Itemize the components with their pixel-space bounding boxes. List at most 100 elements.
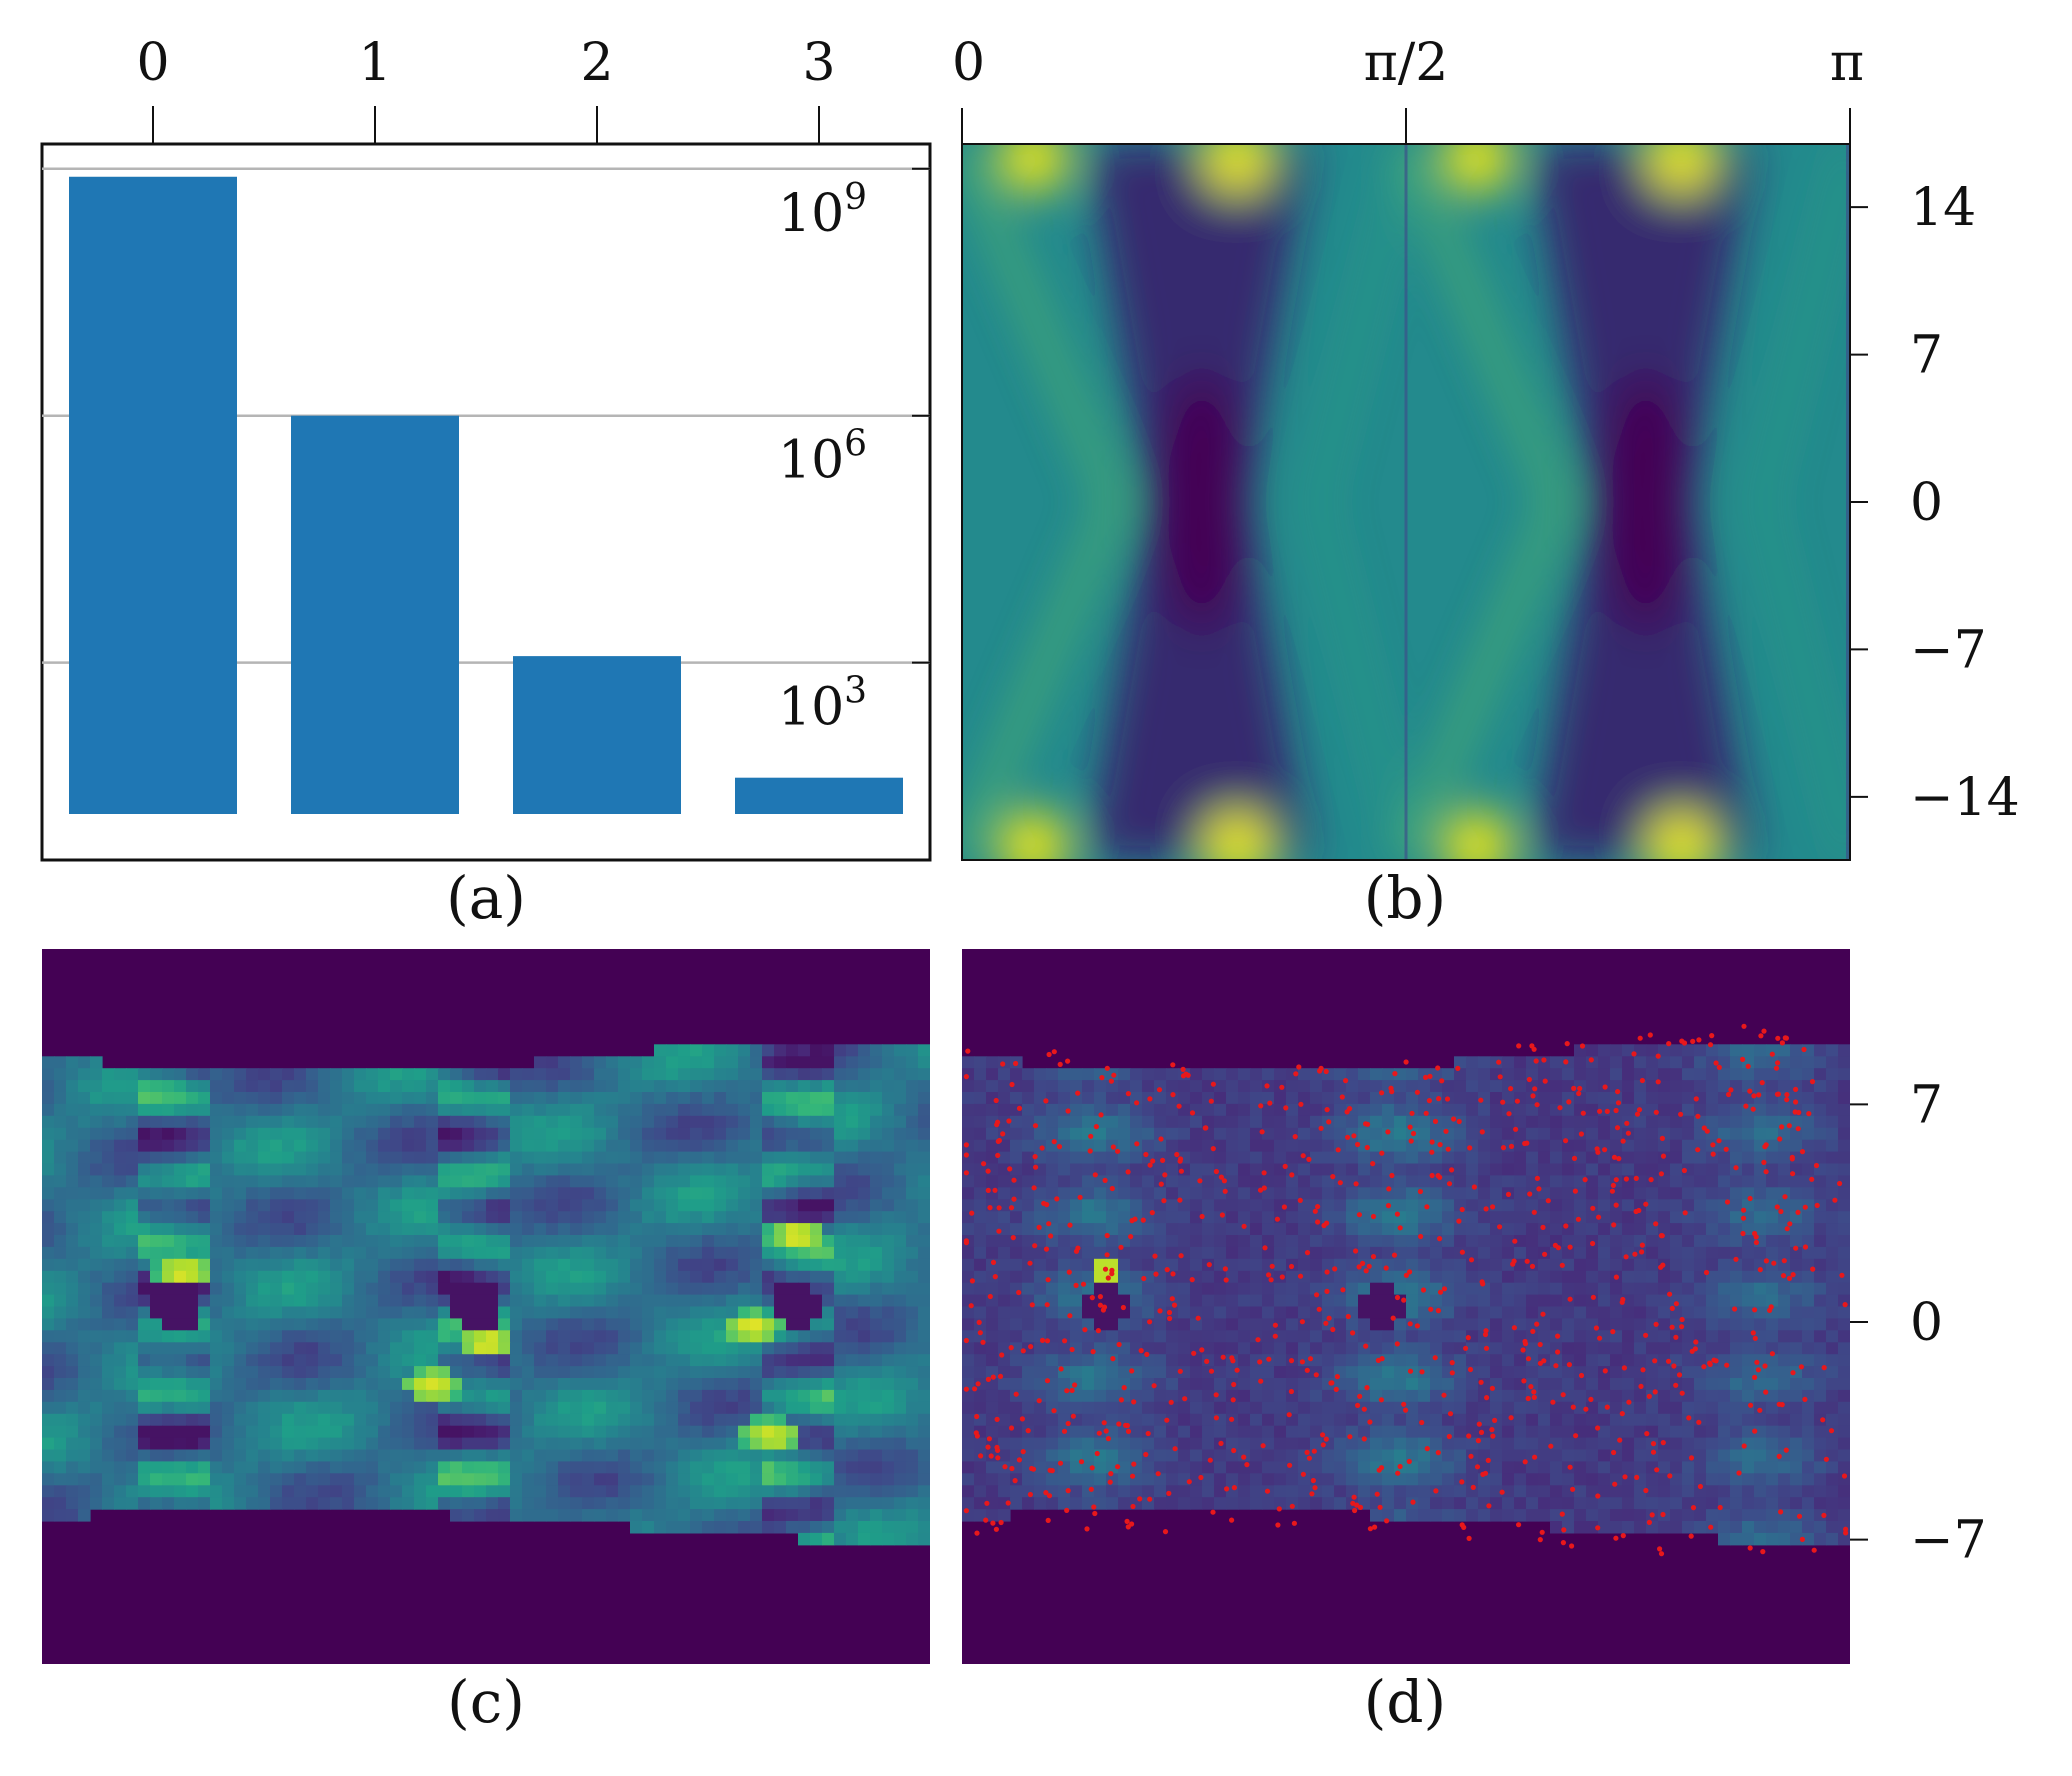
panel-b-x-tick-label: π/2 [1364,33,1449,93]
panel-d-scatter-point [1613,1202,1619,1208]
panel-d-scatter-point [1669,1305,1675,1311]
panel-d-scatter-point [1639,1077,1645,1084]
panel-d-scatter-point [1613,1274,1619,1280]
panel-d-scatter-point [1837,1180,1843,1187]
panel-d-scatter-point [1615,1100,1622,1106]
panel-d-scatter-point [1465,1335,1471,1341]
panel-d-scatter-point [1419,1369,1425,1375]
panel-d-scatter-point [1005,1500,1011,1506]
panel-d-scatter-point [1563,1138,1569,1144]
panel-d-scatter-point [1713,1060,1719,1066]
panel-d-scatter-point [1459,1522,1465,1528]
panel-d-scatter-point [1786,1123,1792,1129]
panel-d-scatter-point [1155,1471,1161,1477]
panel-d-scatter-point [1555,1333,1561,1339]
panel-d-scatter-point [1174,1151,1180,1158]
panel-d-scatter-point [1809,1079,1816,1085]
panel-d-scatter-point [1392,1071,1398,1077]
panel-d-scatter-point [1166,1309,1173,1316]
panel-d-scatter-point [1832,1197,1838,1203]
panel-d-scatter-point [1309,1491,1315,1497]
panel-d-scatter-point [1097,1294,1103,1300]
panel-d-scatter-point [1531,1209,1537,1215]
panel-d-scatter-point [1588,1396,1594,1402]
panel-d-scatter-point [1130,1473,1136,1479]
panel-d-scatter-point [1129,1521,1135,1527]
panel-d-scatter-point [1099,1075,1105,1081]
panel-a-x-tick-label: 2 [580,33,613,93]
panel-d-scatter-point [1406,1458,1412,1465]
panel-d-scatter-point [1660,1262,1666,1268]
panel-d-scatter-point [1044,1202,1050,1208]
panel-d-scatter-point [1466,1433,1472,1439]
panel-d-scatter-point [1072,1382,1078,1388]
panel-d-scatter-point [1044,1338,1051,1344]
panel-d-scatter-point [1385,1129,1391,1135]
panel-d-scatter-point [1036,1224,1042,1230]
panel-d-scatter-point [1051,1408,1057,1414]
panel-d-scatter-point [976,1319,982,1325]
panel-d-scatter-point [1631,1051,1637,1057]
panel-d-scatter-point [994,1444,1000,1450]
panel-d-scatter-point [1171,1302,1178,1308]
panel-d-scatter-point [1613,1535,1619,1541]
panel-d-scatter-point [1429,1139,1435,1145]
panel-d-scatter-point [968,1303,974,1309]
panel-d-scatter-point [1323,1068,1329,1075]
panel-d-scatter-point [1752,1335,1758,1341]
panel-d-scatter-point [1296,1064,1302,1070]
panel-d-scatter-point [1407,1368,1414,1374]
panel-d-scatter-point [1615,1089,1621,1095]
panel-d-scatter-point [1152,1253,1158,1259]
panel-d-scatter-point [1125,1428,1132,1434]
panel-d-scatter-point [1267,1100,1273,1106]
panel-d-scatter-point [1802,1396,1808,1402]
panel-d-scatter-point [1370,1213,1377,1220]
panel-d-scatter-point [1647,1032,1653,1038]
panel-d-scatter-point [1418,1233,1424,1240]
panel-d-scatter-point [1484,1395,1490,1401]
panel-d-scatter-point [1779,1402,1785,1408]
panel-d-scatter-point [1168,1399,1174,1405]
panel-d-scatter-point [1707,1360,1713,1366]
panel-d-scatter-point [1482,1331,1489,1338]
panel-d-scatter-point [1213,1392,1219,1398]
panel-d-scatter-point [1492,1417,1498,1423]
panel-d-scatter-point [1790,1171,1796,1177]
panel-b-heatmap: 0 π/2 π 14 7 0 −7 −14 (b) [952,33,2020,932]
panel-d-scatter-point [1266,1356,1272,1362]
panel-d-scatter-point [1073,1248,1080,1254]
panel-d-scatter-point [992,1274,998,1280]
panel-d-scatter-point [1300,1471,1306,1477]
panel-d-scatter-point [1497,1074,1503,1080]
panel-d-scatter-point [1222,1188,1228,1194]
panel-d-scatter-point [1241,1223,1247,1229]
panel-d-scatter-point [1762,1363,1768,1369]
panel-d-scatter-point [1752,1428,1758,1434]
panel-d-scatter-point [1111,1072,1117,1078]
panel-d-scatter-point [1521,1378,1527,1384]
panel-d-scatter-point [1036,1398,1042,1404]
panel-d-scatter-point [1345,1134,1351,1140]
panel-d-scatter-point [1170,1271,1176,1277]
panel-d-scatter-point [1094,1450,1100,1457]
panel-d-scatter-point [1446,1181,1453,1187]
panel-d-scatter-point [1092,1172,1098,1178]
panel-d-scatter-point [1379,1090,1385,1096]
panel-d-scatter-point [1533,1058,1539,1064]
panel-d-scatter-point [1516,1043,1522,1049]
panel-d-scatter-point [1364,1385,1370,1391]
panel-d-scatter-point [1164,1417,1170,1423]
panel-d-scatter-point [1486,1503,1492,1509]
panel-d-scatter-point [1347,1106,1353,1112]
panel-d-scatter-point [1508,1086,1514,1092]
panel-d-scatter-point [1198,1474,1204,1481]
panel-d-scatter-point [1008,1345,1014,1351]
panel-d-scatter-point [1427,1073,1433,1079]
panel-d-scatter-point [1536,1186,1542,1192]
panel-d-scatter-point [1617,1437,1623,1443]
panel-d-scatter-point [1508,1415,1514,1421]
panel-d-scatter-point [1288,1358,1295,1364]
panel-d-scatter-point [1116,1341,1122,1348]
panel-d-scatter-point [1530,1328,1536,1334]
